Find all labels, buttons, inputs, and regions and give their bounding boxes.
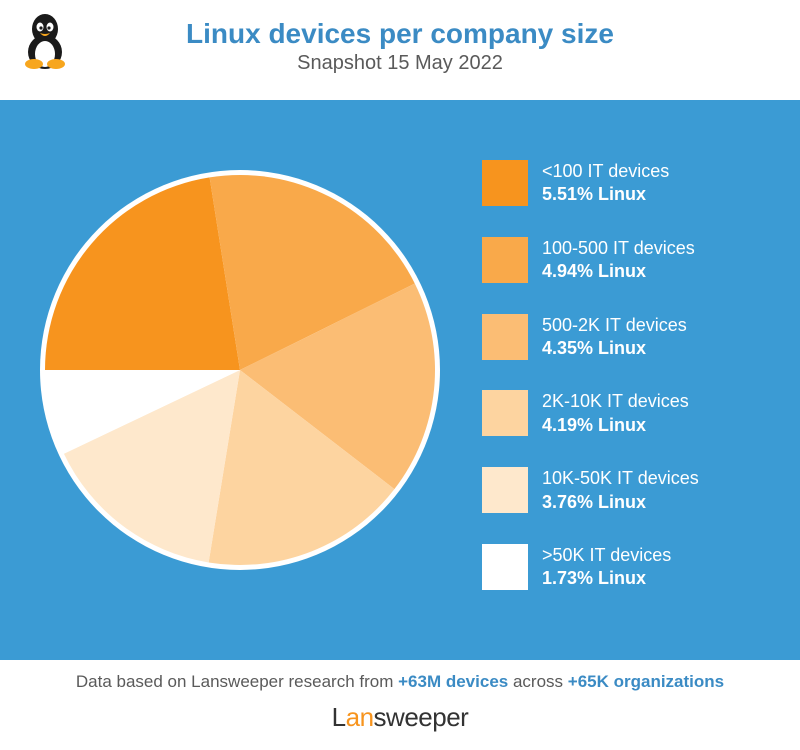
brand-l: L (332, 702, 346, 732)
legend-value: 5.51% Linux (542, 183, 669, 206)
footer-text-p1: Data based on Lansweeper research from (76, 672, 398, 691)
legend-value: 1.73% Linux (542, 567, 671, 590)
legend-label: <100 IT devices (542, 160, 669, 183)
legend-item: 100-500 IT devices4.94% Linux (482, 237, 762, 284)
legend-label: >50K IT devices (542, 544, 671, 567)
legend-text: 500-2K IT devices4.35% Linux (542, 314, 687, 361)
pie-slice (45, 177, 240, 370)
header: Linux devices per company size Snapshot … (0, 0, 800, 100)
legend-text: <100 IT devices5.51% Linux (542, 160, 669, 207)
legend-swatch (482, 237, 528, 283)
chart-area: <100 IT devices5.51% Linux 100-500 IT dev… (0, 100, 800, 660)
legend-label: 500-2K IT devices (542, 314, 687, 337)
legend-text: 10K-50K IT devices3.76% Linux (542, 467, 699, 514)
chart-title: Linux devices per company size (0, 18, 800, 50)
legend-swatch (482, 390, 528, 436)
legend-label: 100-500 IT devices (542, 237, 695, 260)
legend-swatch (482, 314, 528, 360)
legend-text: >50K IT devices1.73% Linux (542, 544, 671, 591)
legend-swatch (482, 467, 528, 513)
brand-an: an (346, 702, 374, 732)
footer-highlight-devices: +63M devices (398, 672, 508, 691)
footer-attribution: Data based on Lansweeper research from +… (0, 672, 800, 692)
legend-item: 2K-10K IT devices4.19% Linux (482, 390, 762, 437)
tux-penguin-icon (20, 12, 70, 70)
legend-label: 10K-50K IT devices (542, 467, 699, 490)
legend-text: 2K-10K IT devices4.19% Linux (542, 390, 689, 437)
legend-item: <100 IT devices5.51% Linux (482, 160, 762, 207)
footer-highlight-orgs: +65K organizations (568, 672, 724, 691)
legend-value: 4.35% Linux (542, 337, 687, 360)
legend: <100 IT devices5.51% Linux 100-500 IT dev… (482, 160, 762, 621)
footer: Data based on Lansweeper research from +… (0, 660, 800, 750)
legend-text: 100-500 IT devices4.94% Linux (542, 237, 695, 284)
brand-sweeper: sweeper (374, 702, 469, 732)
legend-item: 10K-50K IT devices3.76% Linux (482, 467, 762, 514)
lansweeper-logo: Lansweeper (0, 702, 800, 733)
footer-text-p2: across (508, 672, 568, 691)
legend-value: 4.94% Linux (542, 260, 695, 283)
legend-swatch (482, 544, 528, 590)
legend-value: 4.19% Linux (542, 414, 689, 437)
legend-item: 500-2K IT devices4.35% Linux (482, 314, 762, 361)
legend-label: 2K-10K IT devices (542, 390, 689, 413)
pie-chart (40, 170, 440, 570)
legend-swatch (482, 160, 528, 206)
chart-subtitle: Snapshot 15 May 2022 (0, 52, 800, 75)
legend-value: 3.76% Linux (542, 491, 699, 514)
legend-item: >50K IT devices1.73% Linux (482, 544, 762, 591)
